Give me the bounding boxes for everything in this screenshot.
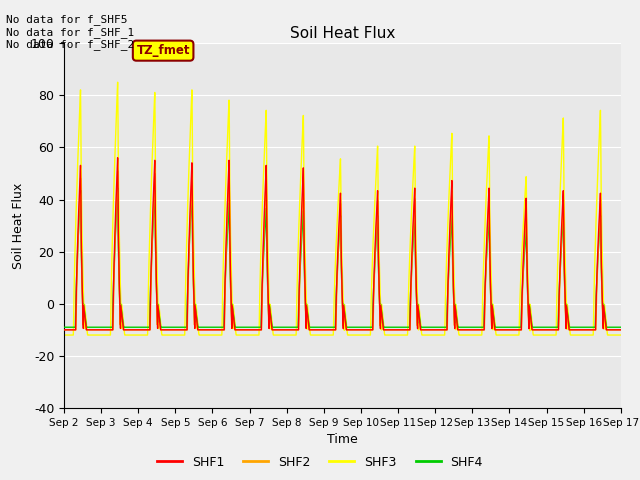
SHF2 <box>371 262 379 268</box>
SHF4 <box>216 324 223 330</box>
SHF3 <box>504 332 512 338</box>
SHF3 <box>568 332 575 338</box>
SHF4 <box>359 324 367 330</box>
SHF2 <box>359 327 367 333</box>
SHF4 <box>371 262 379 267</box>
SHF1 <box>114 155 122 161</box>
SHF4 <box>60 324 68 330</box>
SHF4 <box>568 324 575 330</box>
Text: TZ_fmet: TZ_fmet <box>136 44 190 57</box>
SHF1 <box>371 252 379 258</box>
Legend: SHF1, SHF2, SHF3, SHF4: SHF1, SHF2, SHF3, SHF4 <box>152 451 488 474</box>
SHF3 <box>216 332 223 338</box>
SHF1 <box>216 327 223 333</box>
Title: Soil Heat Flux: Soil Heat Flux <box>290 25 395 41</box>
Text: No data for f_SHF5
No data for f_SHF_1
No data for f_SHF_2: No data for f_SHF5 No data for f_SHF_1 N… <box>6 14 134 50</box>
SHF3 <box>60 332 68 338</box>
SHF1 <box>60 327 68 333</box>
SHF3 <box>359 332 367 338</box>
Y-axis label: Soil Heat Flux: Soil Heat Flux <box>12 182 25 269</box>
SHF4 <box>584 324 591 330</box>
SHF2 <box>60 327 68 333</box>
SHF3 <box>584 332 591 338</box>
SHF1 <box>617 327 625 333</box>
SHF1 <box>504 327 512 333</box>
SHF2 <box>584 327 591 333</box>
Line: SHF1: SHF1 <box>64 158 621 330</box>
SHF1 <box>584 327 591 333</box>
X-axis label: Time: Time <box>327 433 358 446</box>
SHF4 <box>617 324 625 330</box>
SHF4 <box>504 324 512 330</box>
SHF1 <box>359 327 367 333</box>
SHF1 <box>568 327 575 333</box>
SHF2 <box>114 168 122 174</box>
SHF2 <box>568 327 575 333</box>
SHF2 <box>504 327 512 333</box>
Line: SHF3: SHF3 <box>64 82 621 335</box>
SHF3 <box>371 201 379 206</box>
SHF4 <box>114 185 122 191</box>
SHF2 <box>216 327 223 333</box>
SHF3 <box>114 79 122 85</box>
Line: SHF4: SHF4 <box>64 188 621 327</box>
SHF2 <box>617 327 625 333</box>
SHF3 <box>617 332 625 338</box>
Line: SHF2: SHF2 <box>64 171 621 330</box>
